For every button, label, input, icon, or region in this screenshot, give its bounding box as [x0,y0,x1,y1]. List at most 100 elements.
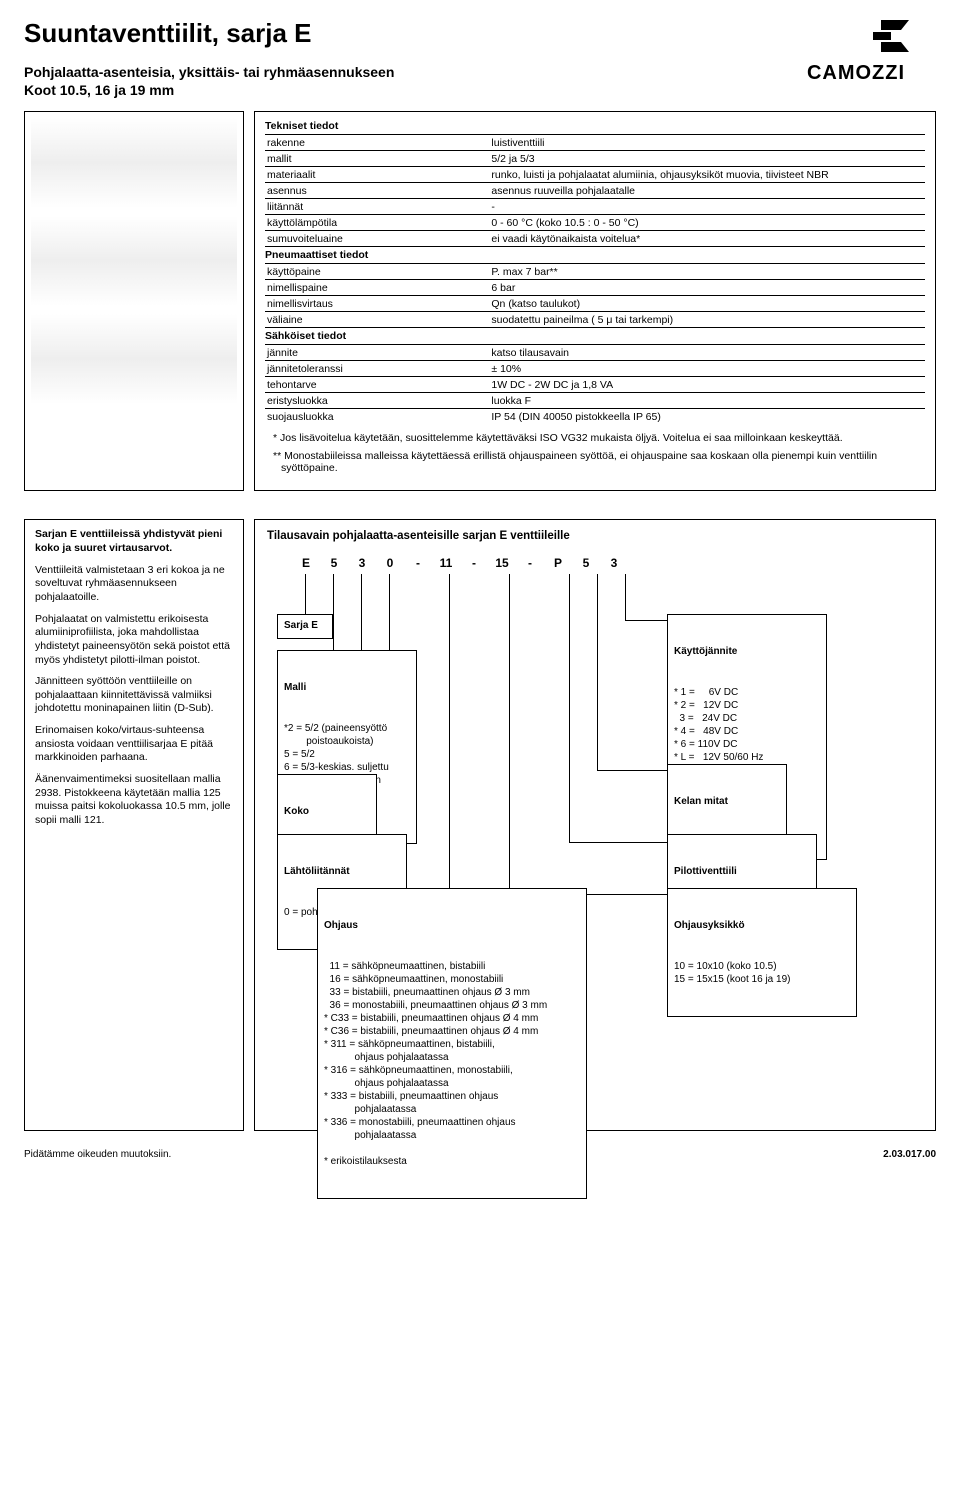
desc-p1: Sarjan E venttiileissä yhdistyvät pieni … [35,528,233,555]
spec-notes: * Jos lisävoitelua käytetään, suosittele… [265,432,925,474]
node-ohjaus-body: 11 = sähköpneumaattinen, bistabiili 16 =… [324,960,580,1168]
description-box: Sarjan E venttiileissä yhdistyvät pieni … [24,519,244,1131]
table-row: mallit5/2 ja 5/3 [265,151,925,167]
table-row: väliainesuodatettu paineilma ( 5 μ tai t… [265,312,925,328]
connector-line [449,574,450,894]
connector-line [509,574,510,894]
spec-box: Tekniset tiedot rakenneluistiventtiilima… [254,111,936,491]
node-kaytto-title: Käyttöjännite [674,645,820,658]
node-ohjaus: Ohjaus 11 = sähköpneumaattinen, bistabii… [317,888,587,1199]
spec-label: materiaalit [265,167,489,183]
node-sarja-title: Sarja E [284,619,326,632]
spec-label: käyttöpaine [265,264,489,280]
spec-value: katso tilausavain [489,345,925,361]
lower-row: Sarjan E venttiileissä yhdistyvät pieni … [24,519,936,1131]
code-segment: 3 [605,556,623,570]
spec-note-2: ** Monostabiileissa malleissa käytettäes… [269,450,921,474]
node-malli-title: Malli [284,681,410,694]
product-photo-1 [31,118,237,208]
spec-label: rakenne [265,135,489,151]
spec-value: ei vaadi käytönaikaista voitelua* [489,231,925,247]
node-ohjaus-title: Ohjaus [324,919,580,932]
spec-label: suojausluokka [265,409,489,425]
spec-label: mallit [265,151,489,167]
spec-value: luokka F [489,393,925,409]
spec-value: 0 - 60 °C (koko 10.5 : 0 - 50 °C) [489,215,925,231]
code-segment: 3 [353,556,371,570]
order-key-diagram: Sarja E Malli *2 = 5/2 (paineensyöttö po… [267,574,923,1114]
spec-label: nimellisvirtaus [265,296,489,312]
spec-label: käyttölämpötila [265,215,489,231]
spec-value: - [489,199,925,215]
table-row: jännitetoleranssi± 10% [265,361,925,377]
code-segment: E [297,556,315,570]
spec-table-3: jännitekatso tilausavainjännitetoleranss… [265,344,925,424]
spec-table-2: käyttöpaineP. max 7 bar**nimellispaine6 … [265,263,925,327]
connector-line [625,574,626,620]
header: Suuntaventtiilit, sarja E Pohjalaatta-as… [24,18,936,99]
spec-label: väliaine [265,312,489,328]
spec-value: P. max 7 bar** [489,264,925,280]
desc-p3: Pohjalaatat on valmistettu erikoisesta a… [35,613,233,668]
table-row: liitännät- [265,199,925,215]
spec-label: jännite [265,345,489,361]
spec-value: runko, luisti ja pohjalaatat alumiinia, … [489,167,925,183]
logo-icon [776,18,936,62]
spec-value: suodatettu paineilma ( 5 μ tai tarkempi) [489,312,925,328]
table-row: tehontarve1W DC - 2W DC ja 1,8 VA [265,377,925,393]
node-lahto-title: Lähtöliitännät [284,865,400,878]
table-row: käyttölämpötila0 - 60 °C (koko 10.5 : 0 … [265,215,925,231]
spec-label: liitännät [265,199,489,215]
code-segment: 5 [325,556,343,570]
code-segment: - [409,556,427,570]
product-photo-column [24,111,244,491]
spec-label: nimellispaine [265,280,489,296]
code-segment: 0 [381,556,399,570]
table-row: nimellisvirtausQn (katso taulukot) [265,296,925,312]
desc-p6: Äänenvaimentimeksi suositellaan mallia 2… [35,773,233,828]
table-row: käyttöpaineP. max 7 bar** [265,264,925,280]
spec-table-1: rakenneluistiventtiilimallit5/2 ja 5/3ma… [265,134,925,246]
table-row: jännitekatso tilausavain [265,345,925,361]
table-row: materiaalitrunko, luisti ja pohjalaatat … [265,167,925,183]
footer-right: 2.03.017.00 [883,1149,936,1160]
footer-left: Pidätämme oikeuden muutoksiin. [24,1149,171,1160]
connector-line [597,574,598,770]
node-sarja: Sarja E [277,614,333,639]
product-photo-2 [31,216,237,306]
order-key-title: Tilausavain pohjalaatta-asenteisille sar… [267,530,923,542]
node-koko-title: Koko [284,805,370,818]
spec-label: tehontarve [265,377,489,393]
code-segment: 5 [577,556,595,570]
spec-note-1: * Jos lisävoitelua käytetään, suosittele… [269,432,921,444]
code-segment: 15 [493,556,511,570]
desc-p4: Jännitteen syöttöön venttiileille on poh… [35,675,233,716]
spec-value: IP 54 (DIN 40050 pistokkeella IP 65) [489,409,925,425]
spec-value: 1W DC - 2W DC ja 1,8 VA [489,377,925,393]
order-key-box: Tilausavain pohjalaatta-asenteisille sar… [254,519,936,1131]
spec-label: asennus [265,183,489,199]
spec-value: Qn (katso taulukot) [489,296,925,312]
node-ohjy-body: 10 = 10x10 (koko 10.5) 15 = 15x15 (koot … [674,960,850,986]
brand-logo: CAMOZZI [776,18,936,85]
connector-line [625,620,667,621]
spec-section-1-title: Tekniset tiedot [265,118,925,134]
spec-section-3-title: Sähköiset tiedot [265,327,925,344]
spec-label: sumuvoiteluaine [265,231,489,247]
product-photo-3 [31,314,237,404]
subtitle-line-2: Koot 10.5, 16 ja 19 mm [24,81,776,99]
connector-line [569,574,570,842]
brand-name: CAMOZZI [776,62,936,85]
table-row: rakenneluistiventtiili [265,135,925,151]
connector-line [569,842,667,843]
table-row: asennusasennus ruuveilla pohjalaatalle [265,183,925,199]
spec-value: 5/2 ja 5/3 [489,151,925,167]
desc-p5: Erinomaisen koko/virtaus-suhteensa ansio… [35,724,233,765]
table-row: nimellispaine6 bar [265,280,925,296]
spec-value: asennus ruuveilla pohjalaatalle [489,183,925,199]
subtitle-line-1: Pohjalaatta-asenteisia, yksittäis- tai r… [24,63,776,81]
connector-line [333,574,334,656]
node-pilotti-title: Pilottiventtiili [674,865,810,878]
code-segment: - [521,556,539,570]
table-row: sumuvoiteluaineei vaadi käytönaikaista v… [265,231,925,247]
